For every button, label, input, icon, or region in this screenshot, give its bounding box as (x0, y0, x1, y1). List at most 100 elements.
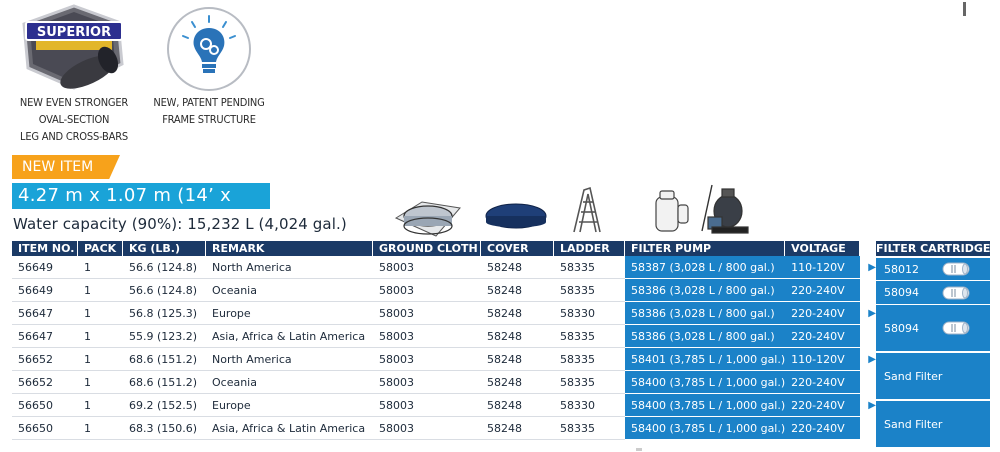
cell-ladder: 58330 (554, 302, 625, 325)
cell-item-no: 56649 (12, 279, 78, 302)
cell-remark: Oceania (206, 371, 373, 394)
filter-cartridge-cell: 58012 (876, 258, 990, 280)
filter-cartridge-label: 58094 (884, 321, 919, 335)
cell-cover: 58248 (481, 325, 554, 348)
cell-item-no: 56652 (12, 348, 78, 371)
cell-voltage: 220-240V (785, 371, 861, 394)
cover-icon (484, 198, 548, 242)
table-row: 56649 1 56.6 (124.8) North America 58003 5824… (12, 256, 885, 279)
cell-voltage: 110-120V (785, 348, 861, 371)
cell-kg-lb: 68.6 (151.2) (123, 371, 206, 394)
table-row: 56652 1 68.6 (151.2) Oceania 58003 58248 58335… (12, 371, 885, 394)
cell-ground-cloth: 58003 (373, 417, 481, 440)
cell-pack: 1 (78, 394, 123, 417)
cell-item-no: 56652 (12, 371, 78, 394)
superior-steel-frame-badge-icon: SUPERIOR (18, 4, 130, 90)
cell-ground-cloth: 58003 (373, 325, 481, 348)
col-kg-lb: KG (LB.) (123, 241, 206, 256)
cell-remark: Asia, Africa & Latin America (206, 325, 373, 348)
filter-cartridge-cell: Sand Filter (876, 353, 990, 399)
col-filter-cartridge: FILTER CARTRIDGE (876, 241, 991, 256)
cell-ladder: 58335 (554, 371, 625, 394)
table-row: 56647 1 55.9 (123.2) Asia, Africa & Latin A… (12, 325, 885, 348)
filter-pump-icon (650, 183, 750, 239)
cell-item-no: 56647 (12, 302, 78, 325)
cell-filter-pump: 58400 (3,785 L / 1,000 gal.) (625, 371, 786, 394)
scroll-marker (963, 2, 966, 16)
cell-ground-cloth: 58003 (373, 302, 481, 325)
feature-label-frame-structure: NEW, PATENT PENDING FRAME STRUCTURE (153, 96, 265, 126)
cell-ladder: 58335 (554, 348, 625, 371)
cell-ladder: 58335 (554, 256, 625, 279)
cell-pack: 1 (78, 371, 123, 394)
filter-cartridge-label: Sand Filter (884, 417, 943, 431)
page-marker (636, 448, 642, 451)
cell-filter-pump: 58386 (3,028 L / 800 gal.) (625, 302, 786, 325)
cell-voltage: 220-240V (785, 417, 861, 440)
cell-pack: 1 (78, 302, 123, 325)
col-pack: PACK (78, 241, 123, 256)
cell-ground-cloth: 58003 (373, 371, 481, 394)
cell-kg-lb: 56.8 (125.3) (123, 302, 206, 325)
cell-filter-pump: 58400 (3,785 L / 1,000 gal.) (625, 394, 786, 417)
water-capacity: Water capacity (90%): 15,232 L (4,024 ga… (13, 215, 347, 233)
cell-ground-cloth: 58003 (373, 348, 481, 371)
cell-remark: Asia, Africa & Latin America (206, 417, 373, 440)
cell-remark: Oceania (206, 279, 373, 302)
col-cover: COVER (481, 241, 554, 256)
cell-kg-lb: 56.6 (124.8) (123, 256, 206, 279)
cell-item-no: 56650 (12, 394, 78, 417)
cell-kg-lb: 56.6 (124.8) (123, 279, 206, 302)
col-remark: REMARK (206, 241, 373, 256)
cell-pack: 1 (78, 279, 123, 302)
cell-ladder: 58335 (554, 325, 625, 348)
cartridge-icon (942, 286, 970, 299)
cell-cover: 58248 (481, 302, 554, 325)
table-row: 56652 1 68.6 (151.2) North America 58003 5824… (12, 348, 885, 371)
cell-remark: Europe (206, 302, 373, 325)
cell-item-no: 56647 (12, 325, 78, 348)
cell-remark: Europe (206, 394, 373, 417)
ground-cloth-icon (392, 196, 464, 244)
table-row: 56650 1 69.2 (152.5) Europe 58003 58248 58330 5… (12, 394, 885, 417)
cell-kg-lb: 68.3 (150.6) (123, 417, 206, 440)
cell-kg-lb: 69.2 (152.5) (123, 394, 206, 417)
cell-remark: North America (206, 256, 373, 279)
cell-ladder: 58335 (554, 279, 625, 302)
cell-ladder: 58335 (554, 417, 625, 440)
col-filter-pump: FILTER PUMP (625, 241, 786, 256)
cell-remark: North America (206, 348, 373, 371)
filter-cartridge-label: 58094 (884, 286, 919, 299)
cell-cover: 58248 (481, 371, 554, 394)
cell-cover: 58248 (481, 279, 554, 302)
cell-kg-lb: 55.9 (123.2) (123, 325, 206, 348)
filter-cartridge-label: Sand Filter (884, 369, 943, 383)
cell-pack: 1 (78, 348, 123, 371)
pool-size-title: 4.27 m x 1.07 m (14’ x 42”) (12, 183, 270, 232)
cell-cover: 58248 (481, 417, 554, 440)
cell-ground-cloth: 58003 (373, 256, 481, 279)
cell-filter-pump: 58401 (3,785 L / 1,000 gal.) (625, 348, 786, 371)
col-ladder: LADDER (554, 241, 625, 256)
cell-pack: 1 (78, 325, 123, 348)
cell-filter-pump: 58387 (3,028 L / 800 gal.) (625, 256, 786, 279)
spec-table: ITEM NO. PACK KG (LB.) REMARK GROUND CLO… (12, 241, 885, 440)
col-item-no: ITEM NO. (12, 241, 78, 256)
cell-ground-cloth: 58003 (373, 394, 481, 417)
cell-voltage: 220-240V (785, 325, 861, 348)
cell-cover: 58248 (481, 256, 554, 279)
cell-cover: 58248 (481, 394, 554, 417)
cell-ground-cloth: 58003 (373, 279, 481, 302)
cell-ladder: 58330 (554, 394, 625, 417)
filter-cartridge-cell: 58094 (876, 281, 990, 304)
cell-pack: 1 (78, 256, 123, 279)
svg-text:SUPERIOR: SUPERIOR (37, 25, 111, 40)
col-ground-cloth: GROUND CLOTH (373, 241, 481, 256)
filter-cartridge-cell: 58094 (876, 305, 990, 351)
cell-filter-pump: 58386 (3,028 L / 800 gal.) (625, 279, 786, 302)
cell-voltage: 220-240V (785, 302, 861, 325)
ladder-icon (566, 184, 612, 238)
cell-item-no: 56649 (12, 256, 78, 279)
cell-cover: 58248 (481, 348, 554, 371)
col-voltage: VOLTAGE (785, 241, 861, 256)
